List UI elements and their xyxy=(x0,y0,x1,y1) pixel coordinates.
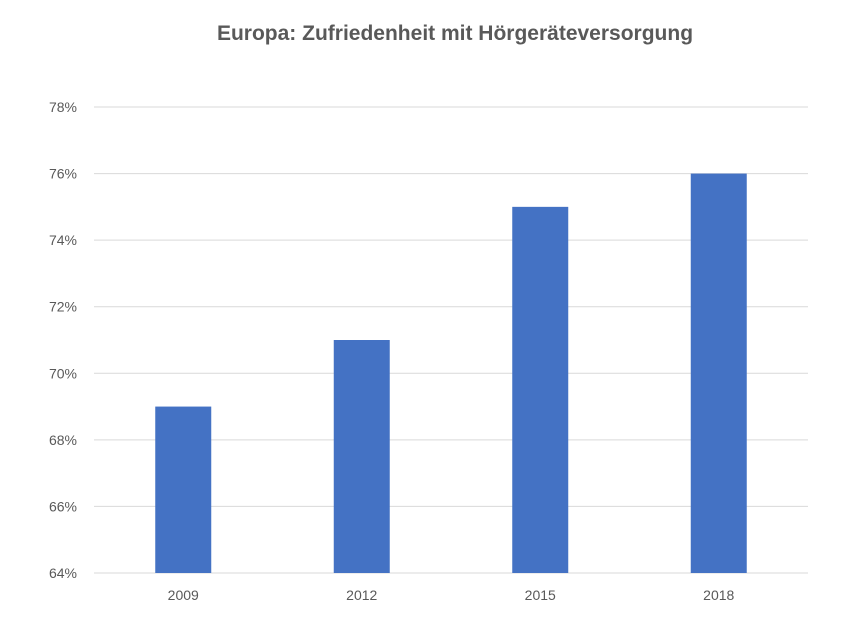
bar-2018 xyxy=(690,173,747,574)
bar-2012 xyxy=(333,340,390,573)
chart-title: Europa: Zufriedenheit mit Hörgeräteverso… xyxy=(217,22,693,45)
x-tick-label: 2015 xyxy=(525,587,556,603)
x-tick-label: 2018 xyxy=(703,587,734,603)
bar-2009 xyxy=(155,406,212,573)
x-axis-ticks: 2009 2012 2015 2018 xyxy=(168,587,735,603)
y-tick-label: 70% xyxy=(49,365,77,381)
x-tick-label: 2009 xyxy=(168,587,199,603)
y-tick-label: 76% xyxy=(49,166,77,182)
y-tick-label: 72% xyxy=(49,299,77,315)
y-tick-label: 68% xyxy=(49,432,77,448)
y-tick-label: 64% xyxy=(49,565,77,581)
gridlines xyxy=(94,106,808,574)
y-axis-ticks: 64% 66% 68% 70% 72% 74% 76% 78% xyxy=(49,99,77,581)
bar-2015 xyxy=(512,206,569,573)
bars xyxy=(155,173,747,574)
x-tick-label: 2012 xyxy=(346,587,377,603)
y-tick-label: 66% xyxy=(49,498,77,514)
y-tick-label: 74% xyxy=(49,232,77,248)
y-tick-label: 78% xyxy=(49,99,77,115)
